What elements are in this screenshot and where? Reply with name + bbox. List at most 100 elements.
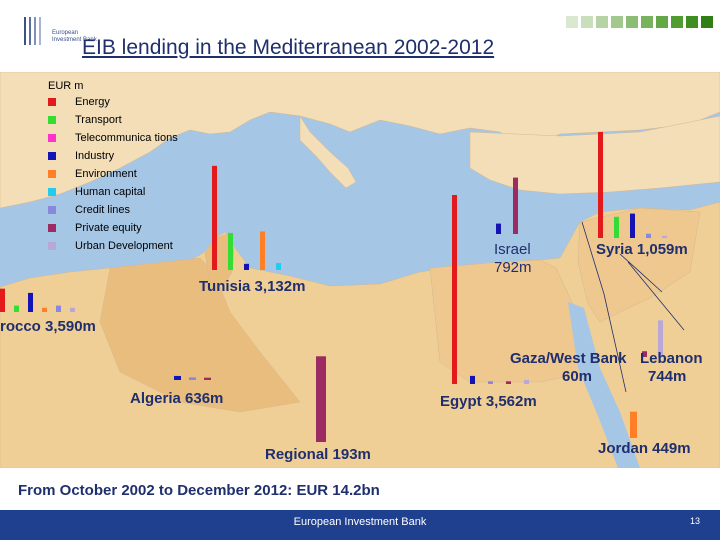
bar-energy <box>452 195 457 384</box>
bar-credit-lines <box>189 377 196 380</box>
eib-logo-mark-icon <box>24 17 41 45</box>
legend-item: Credit lines <box>48 204 198 222</box>
legend-swatch <box>48 188 56 196</box>
levant-area <box>577 207 701 323</box>
legend-swatch <box>48 206 56 214</box>
accent-square <box>671 16 683 28</box>
label-algeria: Algeria 636m <box>130 390 224 407</box>
bar-private-equity <box>506 381 511 384</box>
bar-transport <box>614 216 619 238</box>
legend-swatch <box>48 98 56 106</box>
red-sea <box>568 302 640 468</box>
legend-item: Private equity <box>48 222 198 240</box>
bar-environment <box>630 411 637 438</box>
bar-private-equity <box>316 356 326 442</box>
bar-energy <box>598 131 603 238</box>
bar-energy <box>212 165 217 270</box>
bar-industry <box>496 223 501 234</box>
bar-industry <box>244 263 249 270</box>
bar-industry <box>174 375 181 380</box>
footer-bar: European Investment Bank 13 <box>0 510 720 540</box>
label-syria: Syria 1,059m <box>596 241 688 258</box>
label-lebanon: Lebanon 744m <box>640 350 703 386</box>
label-israel-value: 792m <box>494 259 532 276</box>
legend-label: Environment <box>75 168 137 180</box>
legend-label: Credit lines <box>75 204 131 216</box>
label-lebanon-value: 744m <box>648 368 687 385</box>
label-lebanon-name: Lebanon <box>640 350 703 367</box>
legend-label: Telecommunica tions <box>75 132 178 144</box>
bar-environment <box>42 307 47 312</box>
accent-square <box>656 16 668 28</box>
label-gaza: Gaza/West Bank 60m <box>510 350 626 386</box>
accent-square <box>596 16 608 28</box>
legend-label: Urban Development <box>75 240 173 252</box>
page-number: 13 <box>689 516 700 526</box>
bar-credit-lines <box>488 381 493 384</box>
mediterranean-map <box>0 72 720 468</box>
label-tunisia: Tunisia 3,132m <box>199 278 306 295</box>
label-leader-lines <box>581 221 685 393</box>
legend-label: Industry <box>75 150 115 162</box>
legend-item: Human capital <box>48 186 198 204</box>
bar-human-capital <box>276 263 281 270</box>
unit-label: EUR m <box>48 80 84 92</box>
label-israel-name: Israel <box>494 241 531 258</box>
eib-logo: European Investment Bank <box>20 14 100 50</box>
legend-item: Energy <box>48 96 198 114</box>
legend-items: Energy Transport Telecommunica tions Indust… <box>48 96 198 258</box>
label-morocco: rocco 3,590m <box>0 318 96 335</box>
legend-label: Human capital <box>75 186 146 198</box>
label-egypt: Egypt 3,562m <box>440 393 537 410</box>
legend-swatch <box>48 224 56 232</box>
bar-environment <box>260 231 265 270</box>
legend-item: Industry <box>48 150 198 168</box>
italy-land <box>299 115 357 189</box>
slide-title: EIB lending in the Mediterranean 2002-20… <box>82 36 495 59</box>
bar-energy <box>0 288 5 312</box>
legend-swatch <box>48 152 56 160</box>
label-jordan: Jordan 449m <box>598 440 691 457</box>
bar-urban-development <box>658 320 663 357</box>
accent-squares <box>566 16 713 28</box>
legend-swatch <box>48 116 56 124</box>
bar-credit-lines <box>56 305 61 312</box>
bar-private-equity <box>642 351 647 357</box>
legend-item: Telecommunica tions <box>48 132 198 150</box>
accent-square <box>701 16 713 28</box>
label-regional: Regional 193m <box>265 446 371 463</box>
accent-square <box>581 16 593 28</box>
legend-swatch <box>48 134 56 142</box>
bar-industry <box>470 375 475 384</box>
label-gaza-value: 60m <box>562 368 593 385</box>
accent-square <box>686 16 698 28</box>
bar-industry <box>630 213 635 238</box>
bar-urban-development <box>662 235 667 238</box>
legend-label: Private equity <box>75 222 142 234</box>
accent-square <box>626 16 638 28</box>
total-lending-caption: From October 2002 to December 2012: EUR … <box>18 482 380 499</box>
bar-urban-development <box>524 379 529 384</box>
legend-swatch <box>48 170 56 178</box>
accent-square <box>566 16 578 28</box>
label-gaza-name: Gaza/West Bank <box>510 350 627 367</box>
legend-label: Energy <box>75 96 110 108</box>
legend-label: Transport <box>75 114 122 126</box>
bar-urban-development <box>70 307 75 312</box>
turkey-land <box>469 115 720 195</box>
legend-item: Environment <box>48 168 198 186</box>
bar-transport <box>228 232 233 270</box>
bar-private-equity <box>204 377 211 380</box>
bar-credit-lines <box>646 233 651 238</box>
bar-transport <box>14 305 19 312</box>
label-israel: Israel 792m <box>494 241 532 277</box>
bar-private-equity <box>513 177 518 234</box>
bar-industry <box>28 292 33 312</box>
legend-item: Urban Development <box>48 240 198 258</box>
bar-groups <box>0 131 667 442</box>
footer-text: European Investment Bank <box>293 516 427 528</box>
accent-square <box>611 16 623 28</box>
logo-text: European Investment Bank <box>52 30 97 43</box>
legend-item: Transport <box>48 114 198 132</box>
